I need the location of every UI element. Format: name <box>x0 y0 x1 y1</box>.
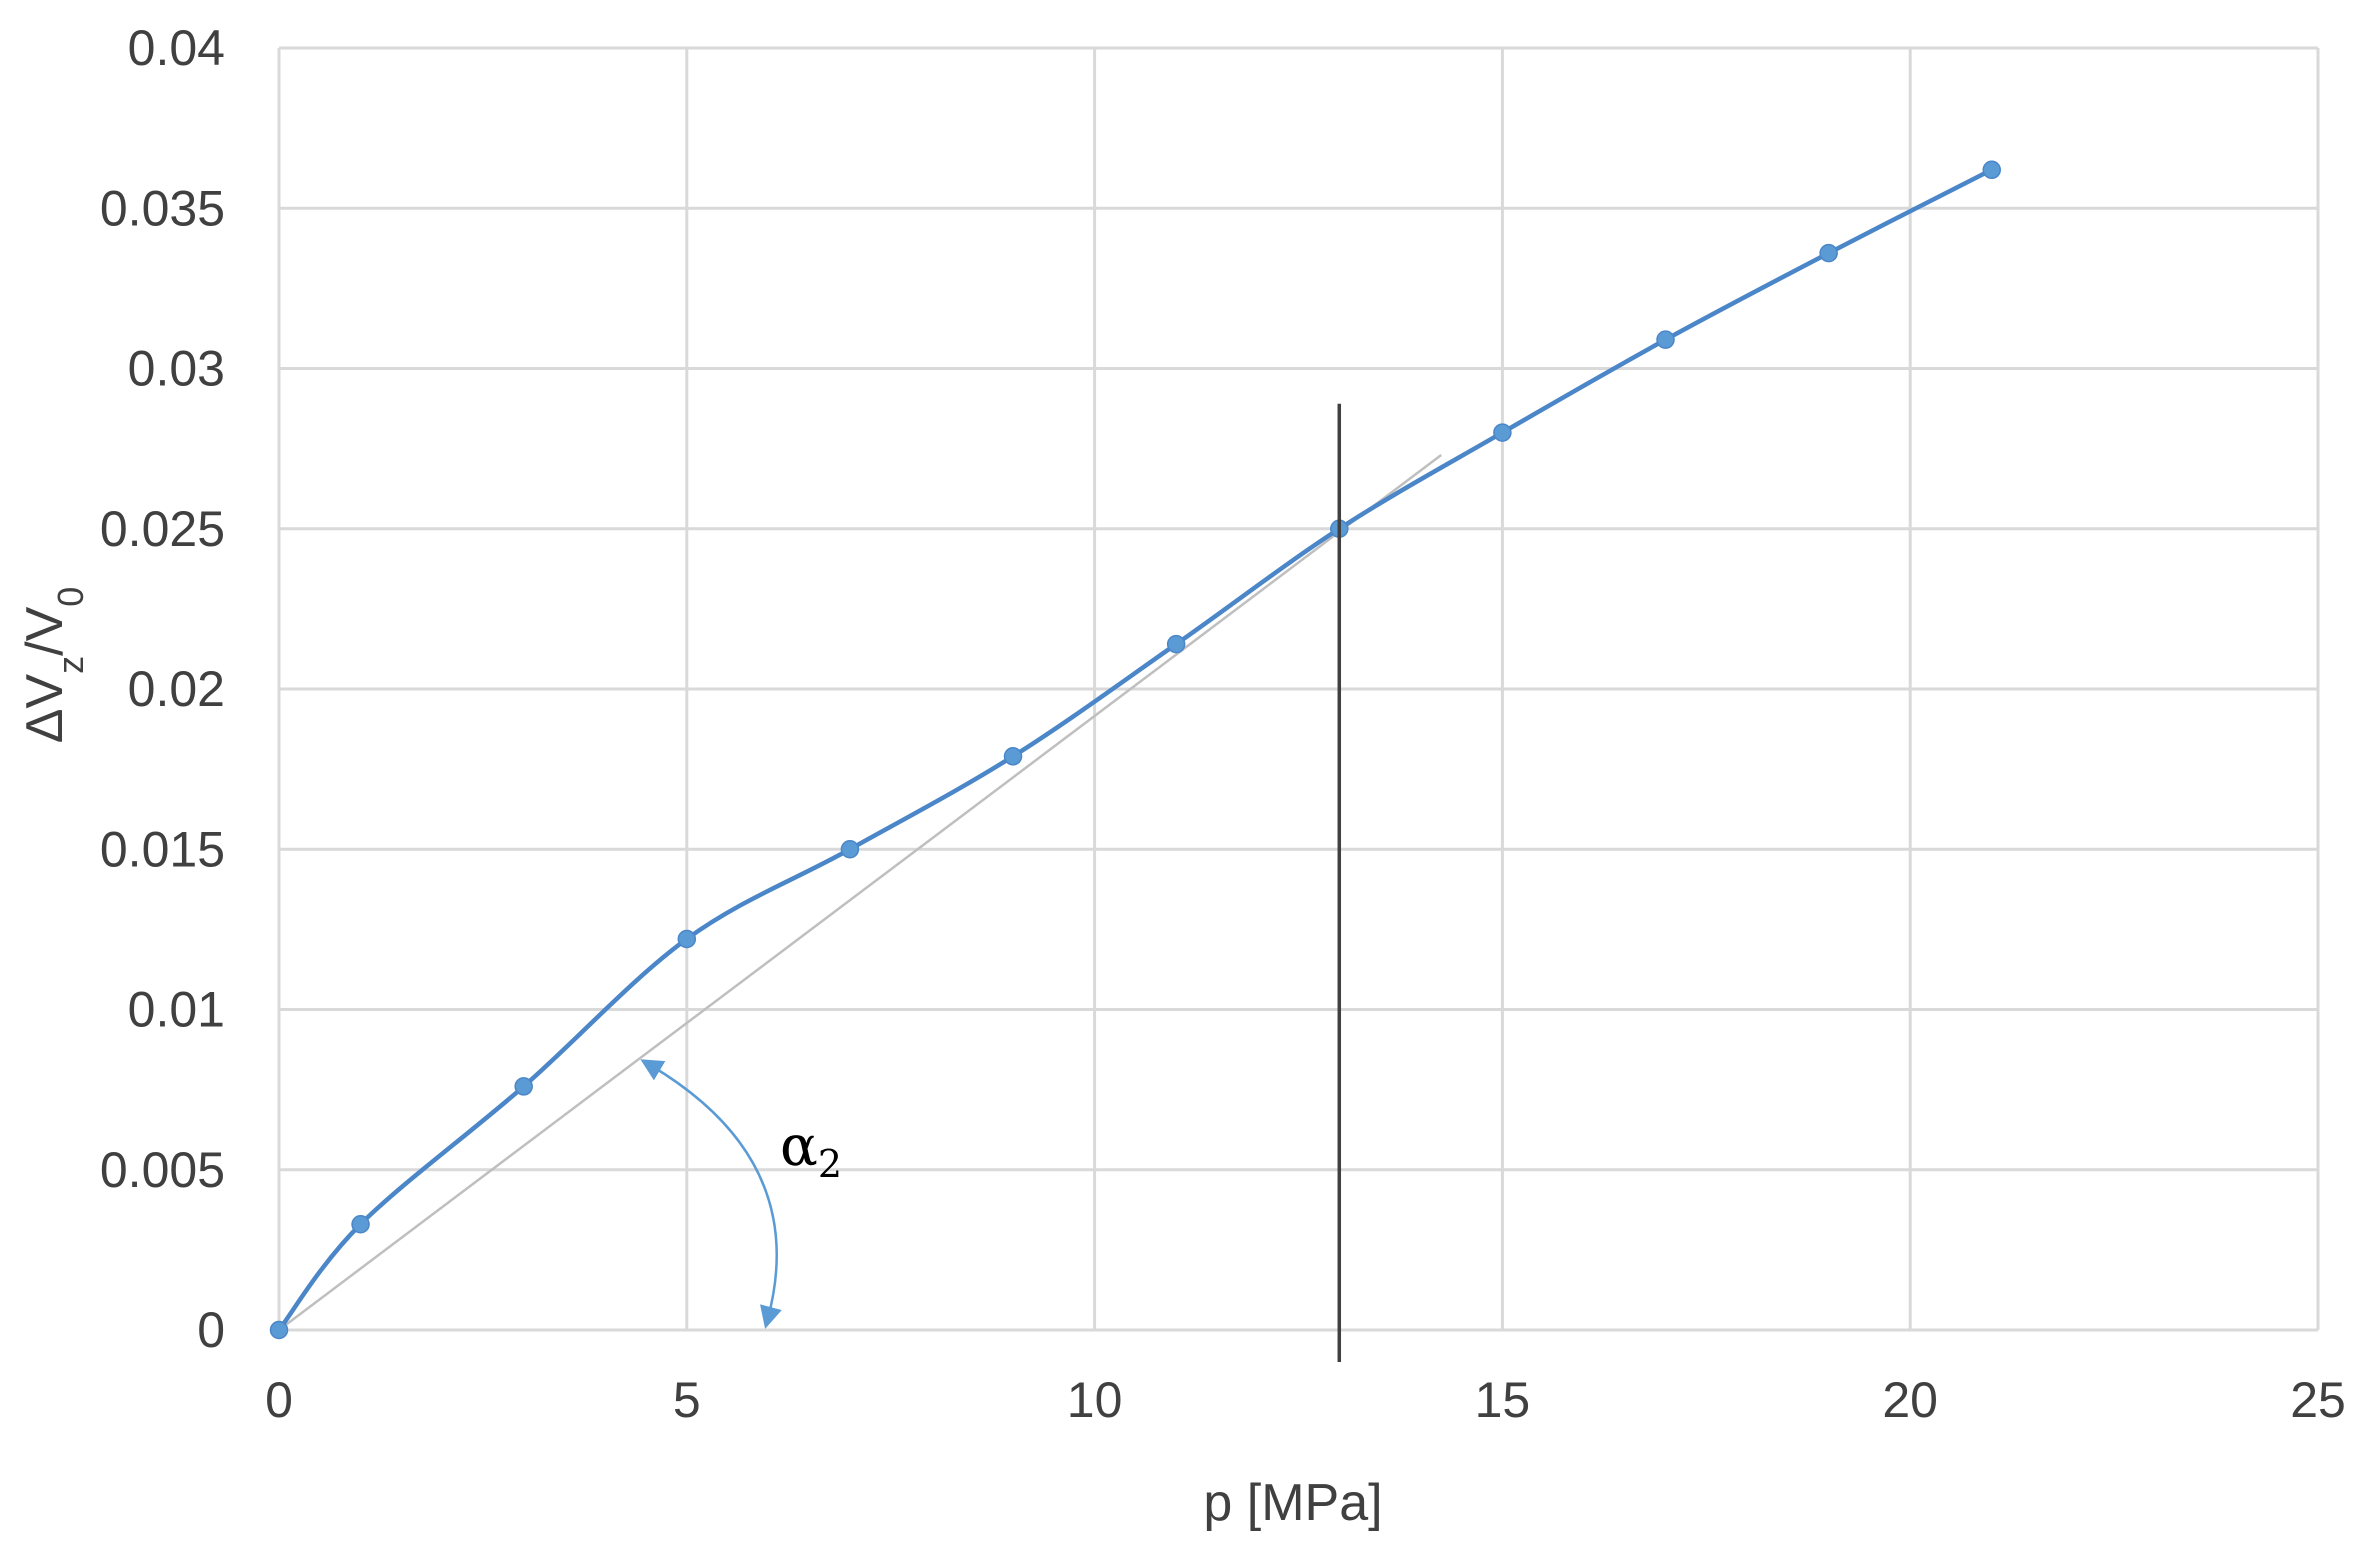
x-tick-label: 10 <box>1067 1372 1123 1428</box>
x-axis-title: p [MPa] <box>1203 1474 1382 1532</box>
y-tick-label: 0.015 <box>100 821 225 877</box>
data-point <box>351 1214 370 1234</box>
data-point <box>1819 243 1838 263</box>
y-axis-title-part: z <box>50 656 91 674</box>
data-point <box>1656 330 1675 349</box>
annotation-layer <box>640 403 1342 1363</box>
tangent-line <box>278 454 1442 1331</box>
angle-alpha-subscript: 2 <box>818 1142 842 1186</box>
x-tick-label: 5 <box>673 1372 701 1428</box>
tangent-line-layer <box>278 454 1442 1331</box>
x-tick-label: 0 <box>265 1372 293 1428</box>
x-tick-label: 15 <box>1475 1372 1531 1428</box>
angle-arc <box>640 1059 782 1329</box>
y-tick-label: 0.025 <box>100 501 225 557</box>
y-tick-label: 0.02 <box>128 661 225 717</box>
data-point <box>840 840 860 859</box>
x-tick-label: 25 <box>2290 1372 2346 1428</box>
series-line <box>277 167 1993 1332</box>
y-tick-label: 0.03 <box>128 341 225 397</box>
y-tick-label: 0.005 <box>100 1142 225 1198</box>
angle-alpha-label: α2 <box>780 1114 842 1186</box>
data-point <box>1982 160 2002 180</box>
data-point <box>677 929 697 949</box>
y-tick-label: 0.01 <box>128 982 225 1038</box>
data-point <box>514 1077 533 1096</box>
data-series <box>269 160 2002 1340</box>
y-tick-label: 0.04 <box>128 20 225 76</box>
data-point <box>1166 634 1186 654</box>
y-tick-label: 0.035 <box>100 180 225 236</box>
y-tick-label: 0 <box>197 1302 225 1358</box>
y-axis-title-part: ΔV <box>16 674 74 744</box>
tick-labels: 0 0.005 0.01 0.015 0.02 0.025 0.03 0.035 0.04 0 5 1… <box>100 20 2346 1428</box>
y-axis-title-part: 0 <box>50 587 91 607</box>
grid-lines <box>277 46 2320 1332</box>
y-axis-title: ΔVz/V0 <box>16 587 91 744</box>
data-point <box>1493 423 1512 442</box>
x-tick-label: 20 <box>1882 1372 1938 1428</box>
data-point <box>1003 747 1023 766</box>
y-axis-title-part: /V <box>16 606 74 655</box>
data-point <box>269 1320 289 1340</box>
angle-alpha-symbol: α <box>780 1114 818 1179</box>
